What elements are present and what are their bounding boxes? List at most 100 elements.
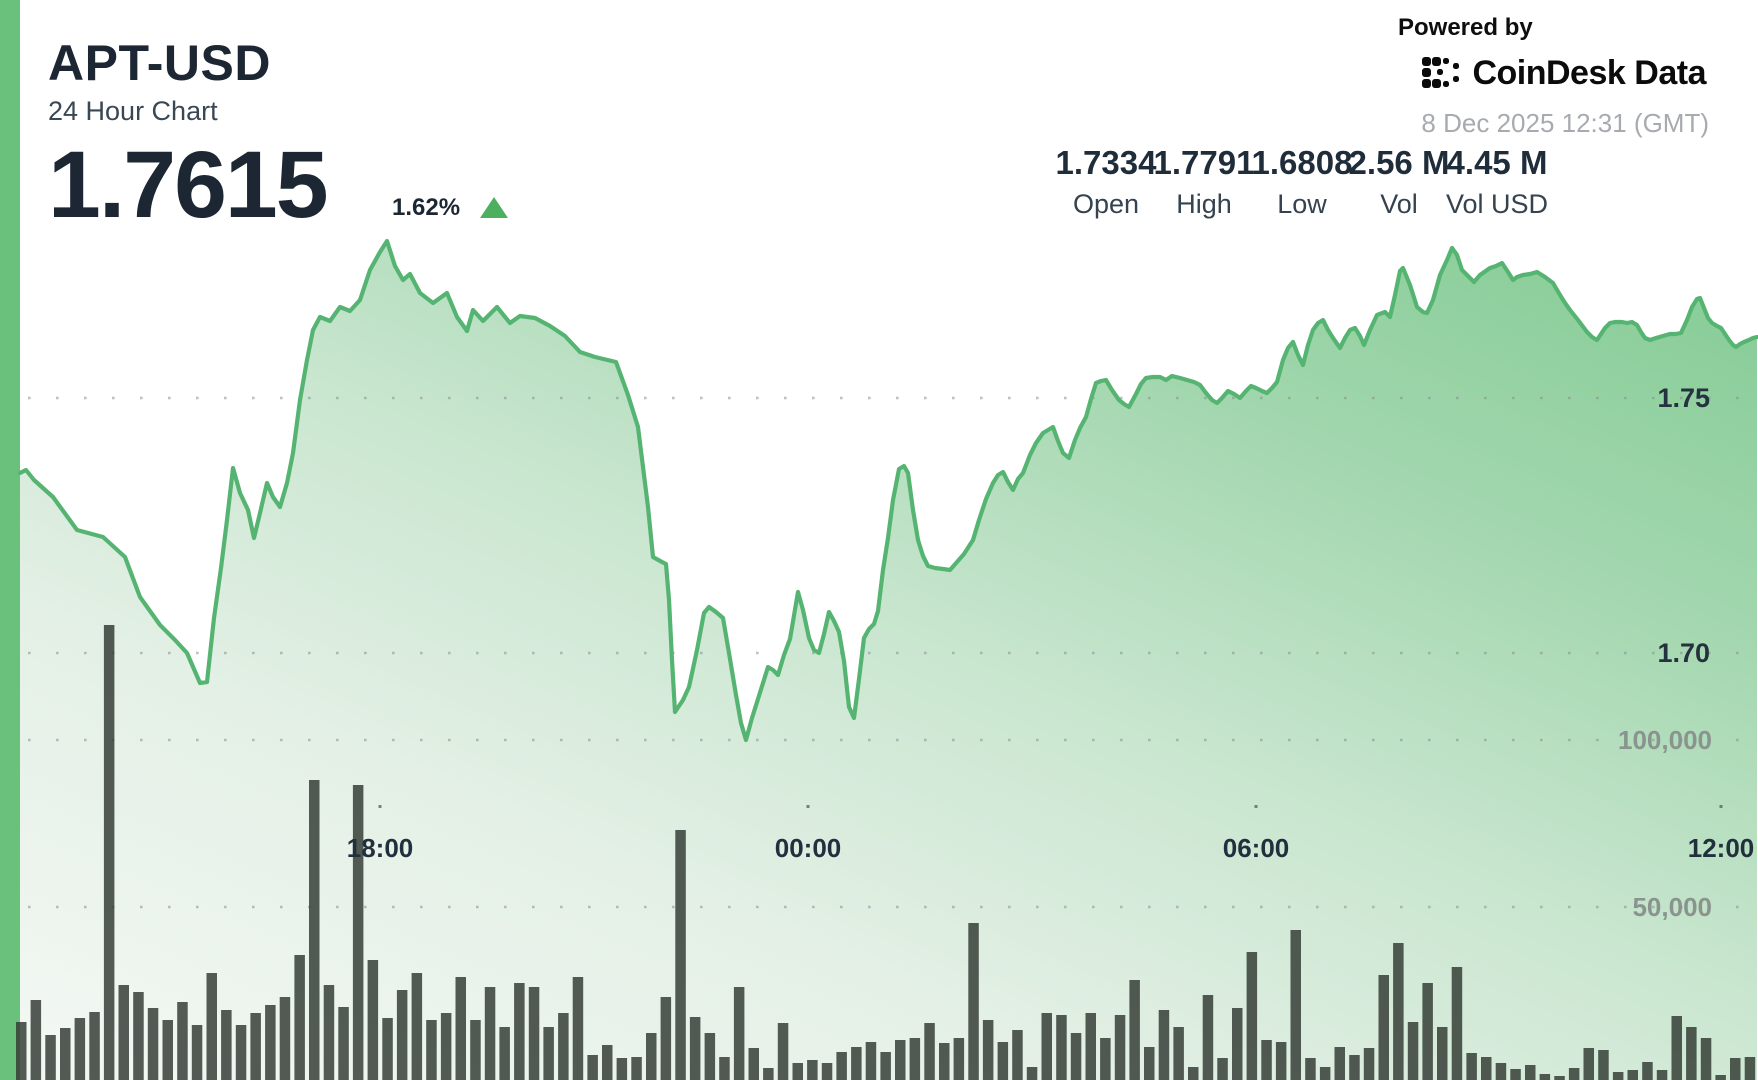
volume-bar	[1158, 1010, 1170, 1080]
header: APT-USD 24 Hour Chart	[48, 38, 271, 127]
volume-bar	[924, 1023, 935, 1080]
volume-bar	[1012, 1030, 1023, 1080]
stat-open: 1.7334 Open	[1056, 146, 1157, 218]
volume-bar	[1525, 1065, 1536, 1080]
stat-vol: 2.56 M Vol	[1349, 146, 1450, 218]
price-area	[20, 241, 1757, 1080]
volume-bar	[1129, 980, 1140, 1080]
volume-bar	[1188, 1067, 1199, 1080]
volume-bar	[60, 1028, 71, 1080]
volume-bar	[1144, 1047, 1155, 1080]
volume-bar	[133, 992, 144, 1080]
volume-bar	[147, 1008, 159, 1080]
volume-bar	[1612, 1072, 1624, 1080]
stat-label: Vol USD	[1445, 189, 1549, 219]
volume-bar	[1275, 1042, 1287, 1080]
volume-bar	[1290, 930, 1301, 1080]
stat-value: 4.45 M	[1446, 144, 1548, 181]
volume-bar	[1363, 1048, 1375, 1080]
coindesk-logo-icon	[1420, 52, 1462, 94]
volume-bar	[675, 830, 686, 1080]
time-axis-label: 18:00	[347, 833, 414, 863]
time-axis-label: 12:00	[1688, 833, 1755, 863]
volume-bar	[1671, 1016, 1682, 1080]
volume-bar	[909, 1038, 921, 1080]
volume-bar	[982, 1020, 994, 1080]
volume-bar	[221, 1010, 232, 1080]
time-axis-label: 00:00	[775, 833, 842, 863]
volume-bar	[719, 1057, 730, 1080]
volume-bar	[587, 1055, 598, 1080]
stat-value: 1.7791	[1153, 144, 1255, 181]
volume-bar	[646, 1033, 657, 1080]
volume-bar	[1481, 1057, 1492, 1080]
volume-bar	[1085, 1013, 1096, 1080]
volume-bar	[602, 1045, 613, 1080]
volume-bar	[74, 1018, 86, 1080]
volume-bar	[953, 1038, 965, 1080]
volume-bar	[411, 973, 423, 1080]
stat-value: 2.56 M	[1348, 144, 1450, 181]
volume-bar	[733, 987, 745, 1080]
volume-bar	[250, 1013, 261, 1080]
volume-bar	[162, 1020, 173, 1080]
volume-bar	[1437, 1027, 1448, 1080]
volume-bar	[1495, 1063, 1507, 1080]
volume-bar	[265, 1005, 276, 1080]
time-axis-label: 06:00	[1223, 833, 1290, 863]
volume-bar	[1744, 1057, 1756, 1080]
volume-bar	[16, 1022, 27, 1080]
volume-bar	[206, 973, 217, 1080]
stat-high: 1.7791 High	[1154, 146, 1255, 218]
volume-bar	[1715, 1075, 1726, 1080]
volume-bar	[118, 985, 129, 1080]
volume-bar	[660, 997, 672, 1080]
stat-label: Open	[1072, 189, 1140, 219]
volume-bar	[851, 1047, 862, 1080]
volume-bar	[616, 1058, 628, 1080]
stat-low: 1.6808 Low	[1252, 146, 1353, 218]
brand-wordmark: CoinDesk Data	[1472, 54, 1706, 93]
volume-bar	[1114, 1015, 1126, 1080]
volume-bar	[895, 1040, 906, 1080]
change-percent: 1.62%	[392, 194, 461, 221]
brand-coindesk: CoinDesk	[1472, 53, 1626, 92]
chart-subtitle: 24 Hour Chart	[48, 96, 218, 126]
volume-bar	[1334, 1047, 1345, 1080]
volume-bar	[89, 1012, 100, 1080]
volume-bar	[396, 990, 408, 1080]
volume-bar	[939, 1043, 950, 1080]
volume-bar	[1349, 1055, 1360, 1080]
volume-bar	[558, 1013, 569, 1080]
volume-bar	[1217, 1058, 1228, 1080]
volume-bar	[1393, 943, 1404, 1080]
x-axis-tick-dots	[378, 805, 1723, 808]
coindesk-brand: CoinDesk Data	[1420, 52, 1706, 94]
volume-bar	[1261, 1040, 1272, 1080]
volume-bar	[323, 985, 335, 1080]
page-title: APT-USD	[48, 35, 271, 91]
price-axis-label: 1.70	[1657, 638, 1710, 668]
volume-bar	[763, 1068, 774, 1080]
volume-bar	[777, 1023, 789, 1080]
volume-bar	[455, 977, 466, 1080]
volume-bar	[1100, 1038, 1111, 1080]
powered-by-label: Powered by	[1398, 14, 1533, 41]
tick-dot	[1254, 805, 1258, 808]
volume-bar	[514, 983, 525, 1080]
volume-bar	[1202, 995, 1214, 1080]
tick-dot	[1719, 805, 1723, 808]
volume-bar	[294, 955, 305, 1080]
stat-value: 1.7334	[1055, 144, 1157, 181]
volume-bar	[440, 1013, 452, 1080]
volume-bar	[1510, 1069, 1521, 1080]
volume-bar	[865, 1042, 877, 1080]
volume-bars	[16, 625, 1756, 1080]
stat-value: 1.6808	[1251, 144, 1353, 181]
volume-bar	[499, 1027, 510, 1080]
volume-bar	[1583, 1048, 1594, 1080]
volume-bar	[689, 1017, 701, 1080]
